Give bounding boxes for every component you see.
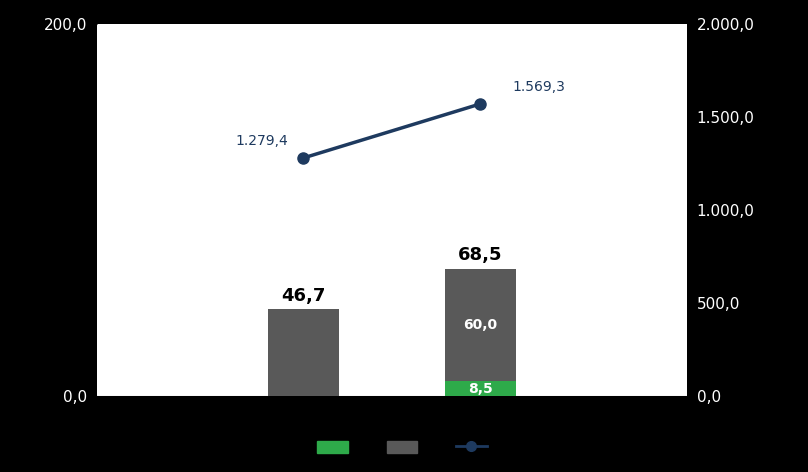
Text: 1.279,4: 1.279,4 [236, 134, 288, 148]
Text: 8,5: 8,5 [468, 381, 493, 396]
Text: 68,5: 68,5 [458, 246, 503, 264]
Bar [445, 380, 516, 396]
Bar [268, 310, 339, 396]
Text: 60,0: 60,0 [463, 318, 498, 332]
Bar [445, 269, 516, 380]
Legend: , , : , , [312, 435, 496, 460]
Text: 1.569,3: 1.569,3 [513, 80, 566, 93]
Text: 46,7: 46,7 [281, 287, 326, 305]
